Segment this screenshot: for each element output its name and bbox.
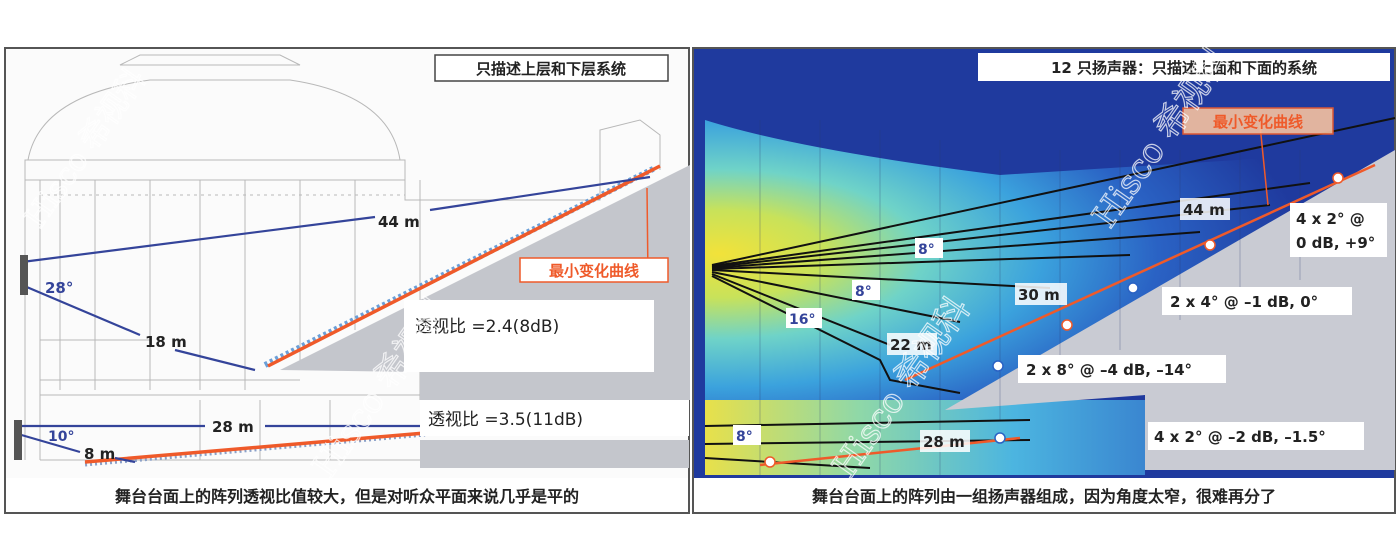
lower-min-variation-curve	[759, 436, 1021, 467]
zone-box-1	[1290, 203, 1387, 257]
distance-label-30m: 30 m	[1018, 286, 1060, 304]
label-bg	[1180, 198, 1230, 220]
distance-label-18m: 18 m	[145, 333, 187, 351]
zone-2-label: 2 x 4° @ –1 dB, 0°	[1170, 293, 1318, 311]
ratio-upper: 透视比 =2.4(8dB)	[415, 317, 559, 337]
right-title: 12 只扬声器：只描述上面和下面的系统	[1051, 59, 1317, 77]
label-bg	[786, 308, 822, 328]
distance-label-28m: 28 m	[923, 433, 965, 451]
label-bg	[852, 280, 880, 300]
zone-box-4	[1148, 422, 1364, 450]
right-caption: 舞台台面上的阵列由一组扬声器组成，因为角度太窄，很难再分了	[812, 487, 1276, 506]
angle-label-28: 28°	[45, 279, 73, 297]
angle-label-8-mid: 8°	[855, 284, 872, 300]
marker-icon	[1204, 239, 1216, 251]
upper-speaker-array	[20, 255, 28, 295]
distance-label-44m: 44 m	[378, 213, 420, 231]
distance-label-22m: 22 m	[890, 336, 932, 354]
distance-label-8m: 8 m	[84, 445, 115, 463]
lower-speaker-array	[14, 420, 22, 460]
left-title-box	[434, 54, 669, 82]
zone-1-line2: 0 dB, +9°	[1296, 234, 1375, 252]
label-bg	[733, 425, 761, 445]
zone-labels: 4 x 2° @ 0 dB, +9° 2 x 4° @ –1 dB, 0° 2 …	[1018, 203, 1387, 450]
angle-labels: 8° 8° 16° 8°	[733, 238, 943, 445]
marker-icon	[992, 360, 1004, 372]
label-bg	[920, 430, 970, 452]
curve-label: 最小变化曲线	[1213, 113, 1303, 131]
distance-label-28m: 28 m	[212, 418, 254, 436]
zone-box-3	[1018, 355, 1226, 383]
zone-box-2	[1162, 287, 1352, 315]
left-caption-bar	[6, 478, 688, 512]
zone-4-label: 4 x 2° @ –2 dB, –1.5°	[1154, 428, 1326, 446]
angle-label-8-top: 8°	[918, 242, 935, 258]
marker-icon	[994, 432, 1006, 444]
lower-seating-floor	[420, 440, 689, 468]
curve-label-box	[519, 257, 669, 283]
marker-icon	[1127, 282, 1139, 294]
right-panel: 44 m 30 m 22 m 28 m 8° 8° 16° 8° 4 x 2° …	[692, 47, 1396, 514]
label-bg	[915, 238, 943, 258]
lower-min-variation-curve	[84, 431, 426, 464]
distance-label-44m: 44 m	[1183, 201, 1225, 219]
upper-array-rays	[21, 175, 651, 372]
lower-array-rays	[17, 424, 420, 464]
zone-3-label: 2 x 8° @ –4 dB, –14°	[1026, 361, 1192, 379]
right-caption-bar	[694, 478, 1394, 512]
left-title: 只描述上层和下层系统	[476, 60, 626, 78]
marker-icon	[1332, 172, 1344, 184]
angle-label-8-low: 8°	[736, 429, 753, 445]
right-title-box	[978, 53, 1390, 81]
angle-label-10: 10°	[48, 429, 74, 445]
curve-label-pointer	[1259, 124, 1269, 206]
label-bg	[1015, 283, 1067, 305]
ratio-box-upper	[404, 300, 654, 372]
upper-min-variation-curve	[904, 163, 1376, 382]
curve-label-box	[1182, 107, 1334, 135]
distance-labels: 44 m 30 m 22 m 28 m	[887, 198, 1230, 452]
zone-markers	[764, 172, 1344, 468]
ratio-lower: 透视比 =3.5(11dB)	[428, 410, 583, 430]
zone-1-line1: 4 x 2° @	[1296, 210, 1365, 228]
ratio-box-lower	[420, 400, 689, 436]
marker-icon	[764, 456, 776, 468]
left-panel: 44 m 18 m 28 m 8 m 28° 10° 最小变化曲线 透视比 =2…	[4, 47, 690, 514]
angle-label-16: 16°	[789, 312, 815, 328]
upper-min-variation-curve	[267, 164, 661, 368]
left-caption: 舞台台面上的阵列透视比值较大，但是对听众平面来说几乎是平的	[115, 487, 579, 506]
marker-icon	[1061, 319, 1073, 331]
curve-label: 最小变化曲线	[549, 262, 639, 280]
label-bg	[887, 333, 937, 355]
